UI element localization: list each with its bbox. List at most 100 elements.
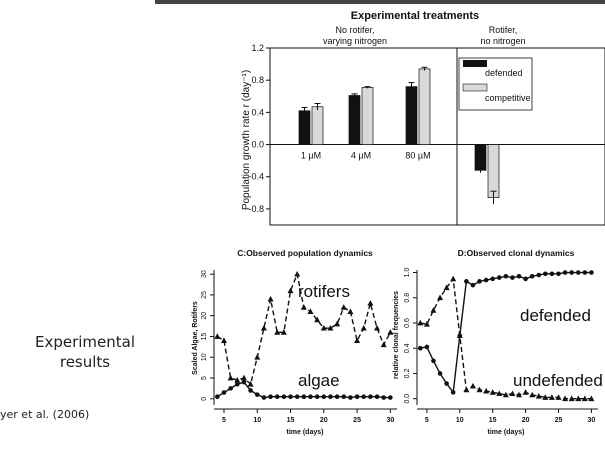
- panel-c-y-tick-label-6: 30: [201, 270, 208, 278]
- panel-c-point-algae-16: [321, 394, 327, 399]
- panel-d-point-undefended-12: [496, 390, 503, 397]
- panel-d-point-undefended-14: [509, 390, 516, 397]
- panel-d-point-defended-21: [556, 271, 561, 277]
- bar-competitive-2: [418, 68, 431, 145]
- panel-c-point-rotifers-17: [327, 324, 334, 331]
- panel-c-point-rotifers-6: [254, 354, 261, 360]
- panel-c-point-rotifers-2: [227, 374, 234, 381]
- panel-c-point-rotifers-13: [300, 304, 307, 310]
- panel-d-line-undefended: [420, 276, 592, 400]
- panel-c-point-rotifers-26: [387, 329, 394, 335]
- population-dynamics-chart: C:Observed population dynamics 5 10 15 20 25…: [192, 248, 397, 436]
- legend-label-competitive: competitive: [485, 93, 531, 103]
- panel-c-x-axis-label: time (days): [287, 429, 324, 436]
- panel-d-point-defended-16: [523, 276, 528, 282]
- panel-d-point-undefended-13: [502, 391, 509, 398]
- panel-d-point-undefended-24: [575, 395, 582, 402]
- panel-c-point-algae-5: [248, 388, 253, 393]
- panel-c-point-rotifers-9: [274, 329, 281, 335]
- bar-y-tick-label-5: 1.2: [251, 43, 264, 53]
- group-header-rotifer-line2: no nitrogen: [480, 36, 525, 46]
- panel-c-point-rotifers-10: [280, 329, 287, 335]
- panel-c-x-tick-label-1: 10: [253, 417, 261, 424]
- panel-d-point-defended-7: [464, 279, 469, 284]
- panel-d-point-undefended-21: [555, 394, 562, 400]
- legend-label-defended: defended: [485, 68, 523, 78]
- panel-d-y-tick-label-1: 0.2: [404, 368, 411, 378]
- panel-d-point-defended-25: [582, 270, 588, 275]
- bar-category-label-2: 80 µM: [405, 151, 430, 161]
- group-header-rotifer-line1: Rotifer,: [489, 25, 518, 35]
- bar-competitive-3: [487, 144, 500, 198]
- panel-c-point-algae-15: [314, 394, 320, 399]
- panel-d-point-undefended-3: [437, 294, 444, 301]
- bar-competitive-1: [361, 87, 374, 145]
- panel-d-point-undefended-7: [463, 386, 470, 393]
- panel-c-y-tick-label-4: 20: [201, 312, 208, 320]
- panel-d-point-defended-14: [510, 275, 515, 280]
- panel-c-point-algae-6: [254, 392, 260, 397]
- bar-y-tick-label-1: -0.4: [248, 172, 264, 182]
- panel-c-point-rotifers-25: [380, 341, 387, 348]
- panel-d-point-undefended-1: [423, 321, 430, 327]
- panel-d-x-axis-label: time (days): [488, 429, 525, 436]
- panel-c-x-tick-label-4: 25: [353, 417, 361, 424]
- panel-c-point-algae-22: [361, 394, 367, 399]
- panel-d-point-defended-13: [503, 274, 509, 279]
- panel-c-point-rotifers-12: [294, 270, 301, 277]
- panel-c-point-rotifers-23: [367, 300, 374, 306]
- panel-c-x-tick-label-0: 5: [222, 417, 226, 424]
- panel-d-point-undefended-23: [568, 395, 575, 402]
- series-label-algae: algae: [298, 371, 340, 390]
- panel-c-point-rotifers-0: [214, 333, 221, 339]
- panel-c-y-tick-label-1: 5: [201, 376, 208, 380]
- panel-c-point-algae-14: [308, 394, 313, 399]
- panel-d-x-tick-label-2: 15: [489, 417, 497, 424]
- panel-d-x-tick-label-0: 5: [425, 417, 429, 424]
- panel-d-point-defended-20: [549, 271, 555, 277]
- panel-c-point-algae-12: [294, 394, 300, 399]
- panel-c-point-rotifers-19: [340, 304, 347, 310]
- panel-d-point-defended-24: [575, 270, 581, 275]
- panel-d-point-undefended-17: [529, 391, 536, 398]
- panel-c-point-rotifers-21: [354, 337, 361, 344]
- bar-y-tick-label-2: 0.0: [251, 140, 264, 150]
- panel-c-point-rotifers-24: [374, 324, 381, 331]
- panel-c-point-rotifers-14: [307, 308, 314, 314]
- panel-c-x-tick-label-5: 30: [386, 417, 394, 424]
- panel-d-point-undefended-19: [542, 394, 549, 400]
- panel-d-point-defended-9: [477, 279, 482, 284]
- panel-c-point-algae-1: [221, 390, 227, 395]
- panel-c-point-algae-9: [274, 394, 280, 399]
- panel-d-point-undefended-5: [450, 275, 457, 282]
- panel-c-point-algae-17: [328, 394, 333, 399]
- panel-c-point-rotifers-1: [220, 337, 227, 344]
- panel-d-point-undefended-11: [489, 389, 496, 395]
- panel-c-point-algae-13: [301, 394, 307, 399]
- panel-d-y-tick-label-4: 0.8: [404, 293, 411, 303]
- bar-defended-1: [348, 95, 361, 145]
- legend-swatch-competitive: [462, 83, 488, 92]
- panel-d-point-defended-1: [424, 344, 430, 350]
- panel-d-point-defended-12: [496, 275, 502, 280]
- panel-d-point-undefended-16: [522, 389, 529, 395]
- panel-d-point-undefended-10: [483, 387, 490, 394]
- citation: yer et al. (2006): [0, 408, 90, 421]
- panel-d-x-tick-label-3: 20: [522, 417, 530, 424]
- panel-c-point-algae-8: [268, 394, 273, 399]
- bar-chart-title: Experimental treatments: [351, 10, 479, 22]
- panel-c-point-rotifers-3: [234, 376, 241, 383]
- panel-d-point-undefended-4: [443, 284, 450, 291]
- group-header-no-rotifer-line2: varying nitrogen: [323, 36, 387, 46]
- panel-c-y-axis-label: Scaled Algae, Rotifers: [192, 301, 199, 375]
- side-label-line2: results: [59, 353, 111, 371]
- panel-c-y-tick-label-0: 0: [201, 397, 208, 401]
- panel-d-point-defended-8: [470, 282, 476, 288]
- panel-d-point-undefended-18: [535, 392, 542, 399]
- panel-d-point-defended-26: [589, 270, 594, 275]
- panel-d-y-tick-label-5: 1.0: [404, 268, 411, 278]
- panel-c-point-algae-18: [334, 394, 340, 399]
- panel-c-point-algae-10: [281, 394, 287, 399]
- bar-legend: defended competitive: [458, 57, 533, 111]
